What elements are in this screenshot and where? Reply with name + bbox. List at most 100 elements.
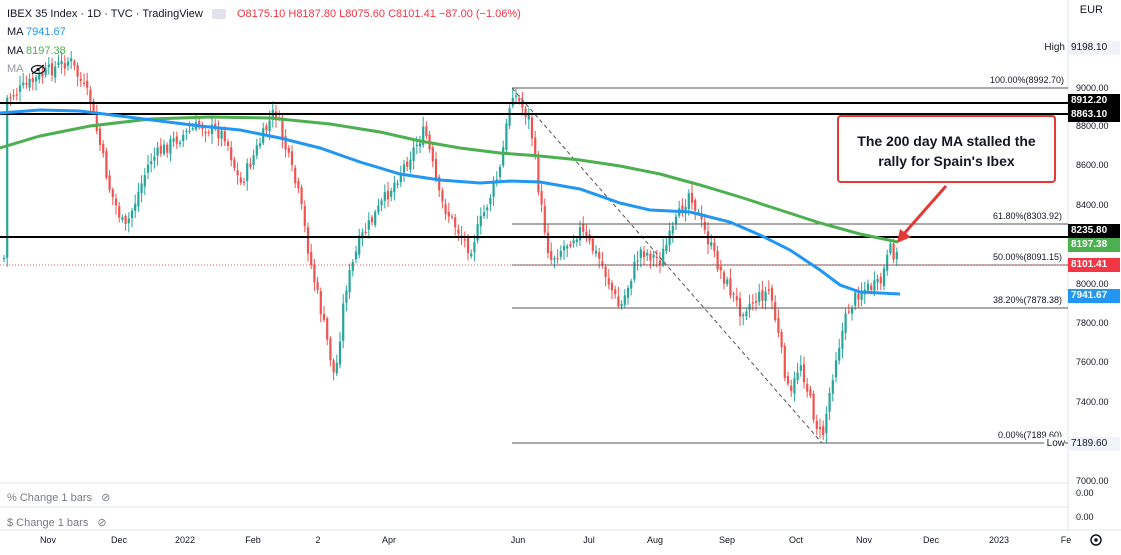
price-label-8235: 8235.80 [1068,224,1120,238]
candle-body [831,380,834,394]
usd-change-label: $ Change 1 bars [7,517,89,529]
candle-body [674,216,678,225]
candle-body [303,206,306,227]
candle-body [354,251,358,260]
candle-body [607,278,610,285]
time-tick-label: Nov [856,535,873,545]
candle-body [105,151,108,178]
candle-body [767,289,770,291]
eye-hidden-icon[interactable]: ⊘ [101,492,111,504]
candle-body [617,296,620,307]
candle-body [454,217,457,228]
candle-body [514,95,518,97]
candle-body [610,282,614,291]
candle-body [703,221,706,230]
candle-body [326,318,329,340]
candle-body [578,227,582,241]
candle-body [342,303,345,341]
candle-body [162,144,166,154]
candle-body [370,217,374,223]
candle-body [444,204,447,215]
symbol-title[interactable]: IBEX 35 Index · 1D · TVC · TradingView [7,8,203,20]
price-tick-label: 8800.00 [1076,121,1109,131]
price-tick-label: 7400.00 [1076,397,1109,407]
candle-body [102,144,105,154]
ma-legend-label: MA [7,63,23,75]
candle-body [153,156,156,161]
settings-gear-icon[interactable] [1090,534,1102,546]
eye-hidden-icon[interactable] [30,64,46,75]
candle-body [770,287,774,301]
fib-trendline [511,87,823,444]
candle-body [242,181,246,183]
candle-body [166,144,169,153]
candle-body [422,126,425,145]
time-tick-label: Sep [719,535,735,545]
candle-body [726,279,729,285]
hide-legend-button[interactable] [211,9,226,20]
candle-body [889,243,892,254]
candle-body [694,200,697,211]
candle-body [690,192,694,203]
candle-body [306,227,310,254]
candle-body [457,229,460,234]
candle-body [543,205,546,233]
ma-legend-2[interactable]: MA 8197.38 [7,44,66,58]
candle-body [268,120,271,132]
candle-body [63,63,66,69]
callout-arrow-line [900,185,948,237]
candle-body [310,251,313,266]
annotation-callout[interactable]: The 200 day MA stalled the rally for Spa… [837,115,1056,183]
eye-hidden-icon[interactable]: ⊘ [97,517,107,529]
candle-body [28,78,31,88]
currency-selector[interactable]: EUR [1079,4,1103,16]
candle-body [111,189,114,198]
candle-body [722,272,726,284]
usd-change-pane-label[interactable]: $ Change 1 bars ⊘ [7,516,107,529]
callout-arrowhead [897,229,911,243]
candle-body [738,298,742,317]
candle-body [601,261,604,266]
candle-body [57,62,60,65]
candle-body [210,124,214,135]
ma-50-line[interactable] [0,108,901,296]
candle-body [857,293,860,300]
candle-body [284,136,287,150]
time-tick-label: Fe [1061,535,1072,545]
candle-body [646,253,649,256]
candle-body [758,292,761,302]
candle-body [642,251,646,258]
candle-body [246,163,249,181]
candle-body [70,58,73,62]
candle-body [230,147,233,161]
candle-body [870,285,873,290]
ma-legend-1[interactable]: MA 7941.67 [7,25,66,39]
candle-body [9,97,12,99]
candle-body [217,128,220,139]
ma-200-line[interactable] [0,115,899,244]
candle-body [297,180,300,189]
candle-body [473,242,476,253]
ma-legend-3[interactable]: MA [7,62,46,76]
candle-body [492,181,495,197]
fib-label-50: 50.00%(8091.15) [993,252,1062,262]
fib-label-618: 61.80%(8303.92) [993,211,1062,221]
time-tick-label: Jul [583,535,595,545]
ma-legend-label: MA [7,45,23,57]
candle-body [294,167,297,184]
candles [2,50,898,443]
low-tag-text: Low [1046,438,1065,449]
fib-retracement[interactable]: 100.00%(8992.70) 61.80%(8303.92) 50.00%(… [511,75,1068,444]
candle-body [44,67,47,75]
candle-body [175,136,178,144]
time-axis[interactable]: Nov Dec 2022 Feb 2 Apr Jun Jul Aug Sep Oct Nov Dec 20… [40,535,1071,545]
candle-body [886,254,889,271]
candle-body [223,131,226,142]
time-tick-label: Feb [245,535,261,545]
pct-change-pane-label[interactable]: % Change 1 bars ⊘ [7,491,110,504]
candle-body [54,66,57,78]
ma50-price-label: 7941.67 [1068,289,1120,303]
candle-body [412,147,415,161]
candle-body [633,261,636,280]
